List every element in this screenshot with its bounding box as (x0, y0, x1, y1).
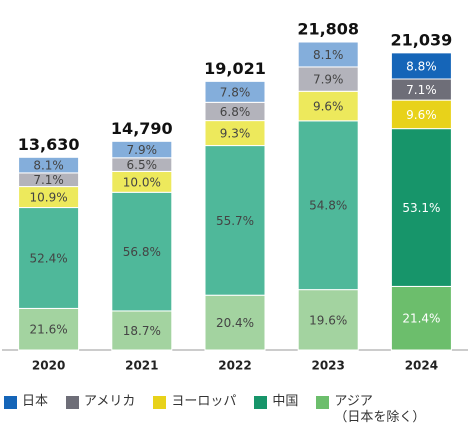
value-label: 19.6% (309, 313, 347, 327)
bar-segment (390, 99, 452, 130)
value-label: 52.4% (30, 251, 68, 265)
bar-segment (111, 191, 173, 312)
value-label: 56.8% (123, 245, 161, 259)
bar-segment (297, 289, 359, 351)
value-label: 6.5% (127, 158, 158, 172)
value-label: 21.6% (30, 323, 68, 337)
legend-label: 中国 (272, 394, 299, 409)
bar-segment (204, 80, 266, 103)
x-tick-label: 2021 (125, 359, 158, 373)
bar-segment (390, 285, 452, 351)
chart: 21.6%52.4%10.9%7.1%8.1%13,630202018.7%56… (2, 20, 468, 373)
legend-swatch (66, 396, 80, 409)
bar-segment (297, 41, 359, 68)
total-label: 19,021 (204, 59, 266, 78)
legend-swatch (4, 396, 17, 409)
legend-item: ヨーロッパ (153, 394, 236, 426)
bar-segment (111, 310, 173, 351)
bar-segment (204, 120, 266, 147)
value-label: 8.1% (33, 159, 64, 173)
legend-swatch (254, 396, 268, 409)
bar-segment (297, 90, 359, 122)
value-label: 10.0% (123, 175, 161, 189)
legend-label: アメリカ (84, 394, 136, 409)
value-label: 7.8% (220, 85, 251, 99)
legend-item: アジア （日本を除く） (316, 394, 425, 426)
bar-segment (18, 307, 80, 351)
value-label: 10.9% (30, 191, 68, 205)
bar-segment (297, 120, 359, 291)
value-label: 9.6% (406, 108, 437, 122)
x-tick-label: 2022 (218, 359, 251, 373)
legend-label: ヨーロッパ (171, 394, 237, 409)
legend-swatch (153, 396, 167, 409)
bar-segment (18, 156, 80, 174)
value-label: 6.8% (220, 105, 251, 119)
total-label: 21,039 (391, 30, 453, 49)
value-label: 18.7% (123, 324, 161, 338)
total-label: 21,808 (297, 20, 359, 39)
value-label: 7.9% (313, 73, 344, 87)
bar-segment (18, 207, 80, 309)
bar-segment (390, 52, 452, 80)
legend-item: 中国 (254, 394, 298, 426)
value-label: 55.7% (216, 214, 254, 228)
bar-segment (204, 145, 266, 296)
bar-segment (111, 140, 173, 159)
total-label: 13,630 (18, 135, 80, 154)
legend: 日本 アメリカ ヨーロッパ 中国 アジア （日本を除く） (4, 394, 466, 426)
legend-item: 日本 (4, 394, 48, 426)
bar-segment (390, 128, 452, 287)
legend-label: アジア （日本を除く） (334, 394, 426, 425)
legend-swatch (316, 396, 330, 409)
value-label: 7.1% (33, 173, 64, 187)
value-label: 21.4% (402, 312, 440, 326)
legend-label: 日本 (22, 394, 49, 409)
value-label: 7.1% (406, 83, 437, 97)
value-label: 53.1% (402, 201, 440, 215)
value-label: 9.6% (313, 100, 344, 114)
value-label: 9.3% (220, 127, 251, 141)
x-tick-label: 2020 (32, 359, 65, 373)
value-label: 8.1% (313, 48, 344, 62)
bar-segment (297, 66, 359, 92)
legend-item: アメリカ (66, 394, 135, 426)
value-label: 20.4% (216, 316, 254, 330)
x-tick-label: 2023 (311, 359, 344, 373)
value-label: 54.8% (309, 199, 347, 213)
bar-segment (204, 294, 266, 351)
total-label: 14,790 (111, 119, 173, 138)
x-tick-label: 2024 (405, 359, 438, 373)
value-label: 8.8% (406, 59, 437, 73)
value-label: 7.9% (127, 143, 158, 157)
